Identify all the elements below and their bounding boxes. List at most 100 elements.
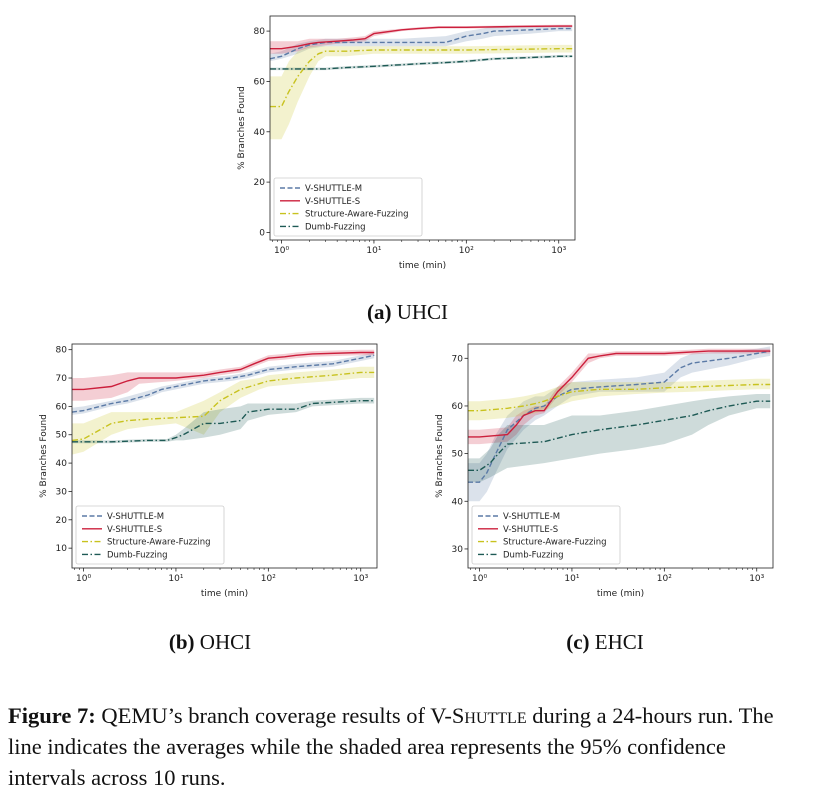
uhci-ylabel: % Branches Found	[237, 86, 247, 170]
ohci-band-vs	[72, 349, 375, 401]
ehci-line-vs	[468, 350, 771, 438]
uhci-band-saf	[270, 44, 573, 140]
chart-uhci-svg: 0 20 40 60 80 10⁰ 10¹ 10² 10³ time (min) % Branche…	[237, 15, 576, 271]
ohci-ytick-label: 50	[56, 431, 68, 441]
subcaption-uhci-letter: (a)	[366, 300, 392, 324]
ehci-line-saf	[468, 383, 771, 412]
ehci-band-saf	[468, 378, 771, 421]
uhci-legend: V-SHUTTLE-M V-SHUTTLE-S Structure-Aware-Fu…	[273, 177, 423, 237]
ohci-xtick-label: 10³	[353, 574, 368, 584]
uhci-ytick-label: 40	[254, 128, 266, 138]
ehci-band-vm	[468, 346, 771, 502]
ohci-legend-label-saf: Structure-Aware-Fuzzing	[107, 538, 211, 548]
uhci-line-saf	[270, 48, 573, 108]
chart-ehci-svg: 30 40 50 60 70 10⁰ 10¹ 10² 10³ time (min) % Branch…	[435, 343, 774, 599]
ohci-ytick-label: 80	[56, 346, 68, 356]
ohci-xtick-label: 10¹	[168, 574, 183, 584]
ehci-line-dumb	[468, 400, 771, 472]
ehci-legend-label-vm: V-SHUTTLE-M	[503, 512, 560, 522]
ohci-ytick-label: 20	[56, 516, 68, 526]
ehci-ytick-label: 30	[452, 545, 464, 555]
ohci-line-vm	[71, 354, 375, 413]
ohci-line-vs	[72, 351, 375, 391]
ehci-legend-box	[471, 505, 621, 565]
ohci-band-dumb	[72, 397, 375, 444]
ohci-ytick-label: 10	[56, 544, 68, 554]
ehci-ytick-label: 60	[452, 402, 464, 412]
uhci-band-vm	[270, 26, 573, 62]
uhci-xtick-label: 10¹	[366, 246, 381, 256]
ehci-band-vs	[468, 348, 771, 445]
ohci-legend-box	[75, 505, 225, 565]
uhci-line-vs	[270, 25, 573, 50]
uhci-xlabel: time (min)	[399, 261, 446, 271]
ehci-xlabel: time (min)	[597, 589, 644, 599]
caption-part-b: during a 24-hours run. The line indicate…	[8, 703, 774, 790]
ohci-legend-label-vs: V-SHUTTLE-S	[107, 525, 162, 535]
ohci-line-dumb	[72, 399, 375, 443]
subcaption-uhci: (a) UHCI	[300, 300, 515, 325]
uhci-legend-label-saf: Structure-Aware-Fuzzing	[305, 210, 409, 220]
ohci-legend-label-vm: V-SHUTTLE-M	[107, 512, 164, 522]
subcaption-uhci-name: UHCI	[396, 300, 449, 324]
subcaption-ohci-name: OHCI	[199, 630, 252, 654]
uhci-ytick-label: 20	[254, 178, 266, 188]
ohci-line-saf	[71, 371, 375, 442]
ohci-ytick-label: 40	[56, 459, 68, 469]
ohci-xtick-label: 10⁰	[76, 574, 91, 584]
ehci-band-dumb	[468, 394, 771, 483]
uhci-line-vm	[269, 27, 573, 60]
subcaption-ohci-letter: (b)	[168, 630, 195, 654]
caption-part-a: QEMU’s branch coverage results of V-	[101, 703, 452, 728]
ehci-legend-label-vs: V-SHUTTLE-S	[503, 525, 558, 535]
ehci-ytick-label: 70	[452, 354, 464, 364]
figure-caption: Figure 7: QEMU’s branch coverage results…	[8, 700, 808, 793]
uhci-plot-frame	[269, 15, 576, 241]
uhci-xtick-label: 10⁰	[274, 246, 289, 256]
uhci-xtick-label: 10²	[459, 246, 474, 256]
ehci-xtick-label: 10²	[657, 574, 672, 584]
ohci-xtick-label: 10²	[261, 574, 276, 584]
ohci-ytick-label: 70	[56, 374, 68, 384]
uhci-band-vs	[270, 24, 573, 54]
uhci-legend-box	[273, 177, 423, 237]
ohci-ytick-label: 60	[56, 402, 68, 412]
uhci-ytick-label: 80	[254, 27, 266, 37]
uhci-legend-label-vs: V-SHUTTLE-S	[305, 197, 360, 207]
ohci-band-vm	[72, 352, 375, 415]
ohci-ytick-label: 30	[56, 487, 68, 497]
chart-ohci-svg: 10 20 30 40 50 60 70 80 10⁰ 10¹ 10² 10³ time (min) % …	[39, 343, 378, 599]
ohci-plot-frame	[71, 343, 378, 569]
figure-label: Figure 7:	[8, 703, 96, 728]
ehci-plot-frame	[467, 343, 774, 569]
uhci-ytick-label: 60	[254, 77, 266, 87]
chart-ohci: 10 20 30 40 50 60 70 80 10⁰ 10¹ 10² 10³ time (min) % …	[30, 336, 380, 606]
uhci-ytick-label: 0	[259, 228, 265, 238]
uhci-line-dumb	[270, 55, 573, 70]
uhci-legend-label-dumb: Dumb-Fuzzing	[305, 222, 366, 232]
caption-shuttle: Shuttle	[451, 703, 527, 728]
ohci-legend-label-dumb: Dumb-Fuzzing	[107, 550, 168, 560]
ohci-legend: V-SHUTTLE-M V-SHUTTLE-S Structure-Aware-Fu…	[75, 505, 225, 565]
ehci-line-vm	[468, 350, 771, 483]
uhci-xtick-label: 10³	[551, 246, 566, 256]
subcaption-ehci-name: EHCI	[594, 630, 644, 654]
uhci-legend-label-vm: V-SHUTTLE-M	[305, 184, 362, 194]
ehci-legend-label-dumb: Dumb-Fuzzing	[503, 550, 564, 560]
ehci-xtick-label: 10¹	[564, 574, 579, 584]
ehci-ytick-label: 50	[452, 450, 464, 460]
ohci-xlabel: time (min)	[201, 589, 248, 599]
ohci-band-saf	[72, 366, 375, 455]
ohci-ylabel: % Branches Found	[39, 414, 49, 498]
ehci-ytick-label: 40	[452, 497, 464, 507]
ehci-xtick-label: 10⁰	[472, 574, 487, 584]
subcaption-ehci-letter: (c)	[566, 630, 590, 654]
chart-uhci: 0 20 40 60 80 10⁰ 10¹ 10² 10³ time (min) % Branche…	[232, 10, 577, 280]
ehci-xtick-label: 10³	[749, 574, 764, 584]
subcaption-ohci: (b) OHCI	[100, 630, 320, 655]
chart-ehci: 30 40 50 60 70 10⁰ 10¹ 10² 10³ time (min) % Branch…	[430, 336, 775, 606]
ehci-legend-label-saf: Structure-Aware-Fuzzing	[503, 538, 607, 548]
subcaption-ehci: (c) EHCI	[495, 630, 715, 655]
ehci-ylabel: % Branches Found	[435, 414, 445, 498]
ehci-legend: V-SHUTTLE-M V-SHUTTLE-S Structure-Aware-Fu…	[471, 505, 621, 565]
